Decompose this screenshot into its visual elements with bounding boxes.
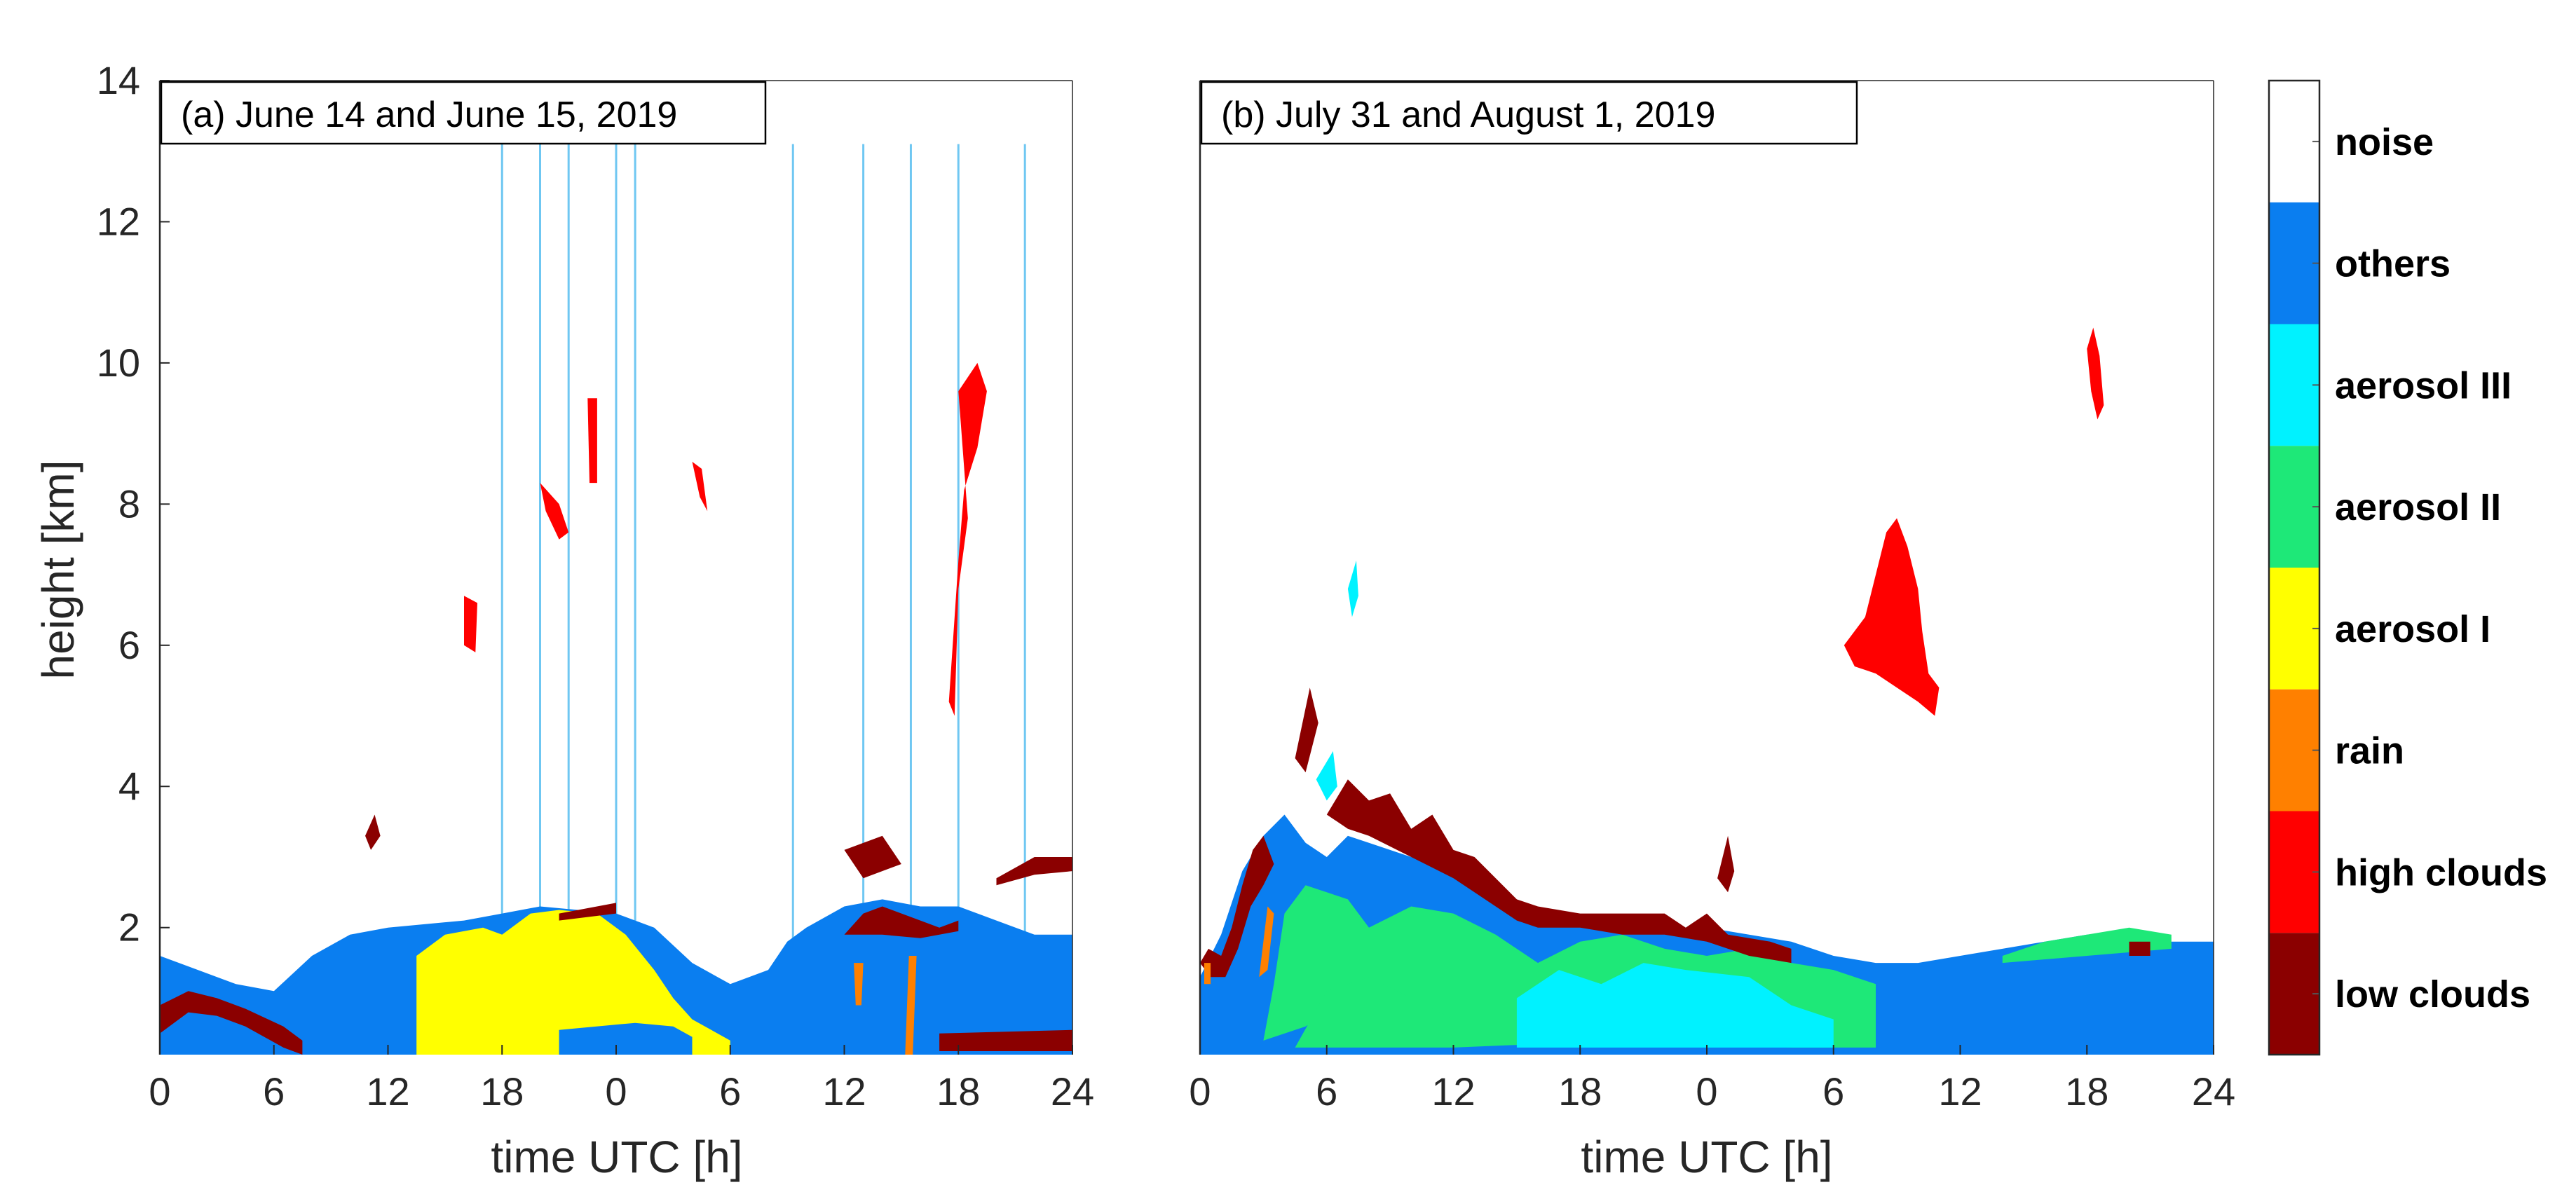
- x-axis-title-a: time UTC [h]: [491, 1132, 742, 1182]
- region-b-low-clouds-7: [1200, 835, 1274, 978]
- region-a-low-clouds-6: [939, 1029, 1072, 1051]
- region-b-low-clouds-11: [2129, 941, 2151, 956]
- legend-label-aerosol-iii: aerosol III: [2335, 364, 2512, 406]
- x-tick-label-b-1: 6: [1316, 1069, 1337, 1114]
- y-tick-label-5: 12: [97, 199, 140, 243]
- region-b-aerosol-iii-6: [1347, 560, 1358, 617]
- region-a-others-2: [559, 1022, 693, 1055]
- x-tick-label-a-6: 12: [822, 1069, 866, 1114]
- y-tick-label-3: 8: [118, 481, 140, 526]
- region-b-aerosol-iii-5: [1316, 751, 1337, 801]
- region-a-rain-10: [905, 956, 917, 1055]
- x-tick-label-a-8: 24: [1051, 1069, 1094, 1114]
- legend-swatch-low-clouds: [2269, 933, 2319, 1055]
- region-b-aerosol-ii-2: [2002, 927, 2172, 964]
- x-tick-label-b-7: 18: [2065, 1069, 2108, 1114]
- legend-swatch-others: [2269, 202, 2319, 324]
- legend-frame: [2268, 79, 2321, 1056]
- legend-swatch-noise: [2269, 81, 2319, 203]
- panel-b: 0 6 12 18 0 6 12 18 24 (b) July 31 and August 1, …: [1189, 80, 2235, 1114]
- panel-title-b: (b) July 31 and August 1, 2019: [1221, 95, 1715, 135]
- region-b-high-clouds-14: [1844, 518, 1940, 716]
- legend-label-aerosol-ii: aerosol II: [2335, 486, 2501, 528]
- y-tick-label-4: 10: [97, 341, 140, 385]
- region-b-rain-13: [1204, 963, 1211, 985]
- region-a-low-clouds-5: [844, 835, 901, 879]
- legend-swatch-aerosol-iii: [2269, 324, 2319, 446]
- region-b-aerosol-iii-4: [1516, 963, 1834, 1048]
- region-b-rain-12: [1259, 906, 1274, 978]
- region-a-low-clouds-9: [559, 903, 616, 921]
- legend-label-aerosol-i: aerosol I: [2335, 608, 2490, 650]
- legend-label-low-clouds: low clouds: [2335, 973, 2530, 1015]
- panel-title-box-b: [1200, 81, 1858, 145]
- x-tick-label-b-6: 12: [1938, 1069, 1982, 1114]
- panel-title-box-a: [160, 81, 767, 145]
- region-a-high-clouds-15: [692, 461, 708, 512]
- x-tick-label-b-3: 18: [1558, 1069, 1602, 1114]
- region-a-low-clouds-8: [365, 814, 381, 850]
- y-tick-label-1: 4: [118, 764, 140, 808]
- region-a-low-clouds-4: [844, 906, 959, 938]
- x-tick-label-b-4: 0: [1696, 1069, 1717, 1114]
- panel-title-a: (a) June 14 and June 15, 2019: [181, 95, 677, 135]
- x-tick-label-b-8: 24: [2192, 1069, 2235, 1114]
- legend-label-high-clouds: high clouds: [2335, 851, 2547, 893]
- y-tick-label-0: 2: [118, 905, 140, 950]
- region-a-high-clouds-16: [948, 362, 987, 716]
- legend-swatch-aerosol-ii: [2269, 446, 2319, 568]
- region-a-low-clouds-3: [160, 991, 303, 1055]
- x-tick-label-a-2: 12: [366, 1069, 409, 1114]
- region-a-low-clouds-7: [996, 857, 1072, 886]
- x-tick-label-a-7: 18: [936, 1069, 980, 1114]
- legend-label-noise: noise: [2335, 121, 2434, 163]
- region-a-high-clouds-12: [464, 596, 477, 652]
- region-a-high-clouds-14: [587, 398, 597, 484]
- y-tick-label-2: 6: [118, 623, 140, 667]
- x-tick-label-a-4: 0: [605, 1069, 627, 1114]
- region-a-high-clouds-13: [540, 483, 569, 540]
- x-tick-label-b-0: 0: [1189, 1069, 1211, 1114]
- y-axis-title: height [km]: [33, 460, 83, 679]
- x-tick-label-a-0: 0: [149, 1069, 170, 1114]
- x-tick-label-a-1: 6: [263, 1069, 285, 1114]
- x-tick-label-a-5: 6: [719, 1069, 741, 1114]
- x-tick-label-a-3: 18: [480, 1069, 524, 1114]
- legend-swatch-aerosol-i: [2269, 568, 2319, 690]
- region-b-low-clouds-10: [1717, 835, 1735, 893]
- legend-label-others: others: [2335, 243, 2451, 285]
- region-b-low-clouds-8: [1295, 687, 1318, 773]
- region-a-rain-11: [854, 963, 864, 1006]
- legend-colorbar: noise others aerosol III aerosol II aerosol …: [2268, 79, 2547, 1056]
- legend-swatch-high-clouds: [2269, 811, 2319, 933]
- legend-label-rain: rain: [2335, 730, 2404, 772]
- x-tick-label-b-5: 6: [1822, 1069, 1844, 1114]
- region-b-high-clouds-15: [2087, 327, 2104, 420]
- y-tick-label-6: 14: [97, 58, 140, 102]
- region-b-aerosol-ii-3: [1295, 977, 1454, 1048]
- x-tick-label-b-2: 12: [1431, 1069, 1475, 1114]
- region-b-low-clouds-9: [1326, 779, 1792, 964]
- x-axis-title-b: time UTC [h]: [1581, 1132, 1832, 1182]
- legend-swatch-rain: [2269, 689, 2319, 811]
- region-a-aerosol-i-1: [416, 910, 730, 1055]
